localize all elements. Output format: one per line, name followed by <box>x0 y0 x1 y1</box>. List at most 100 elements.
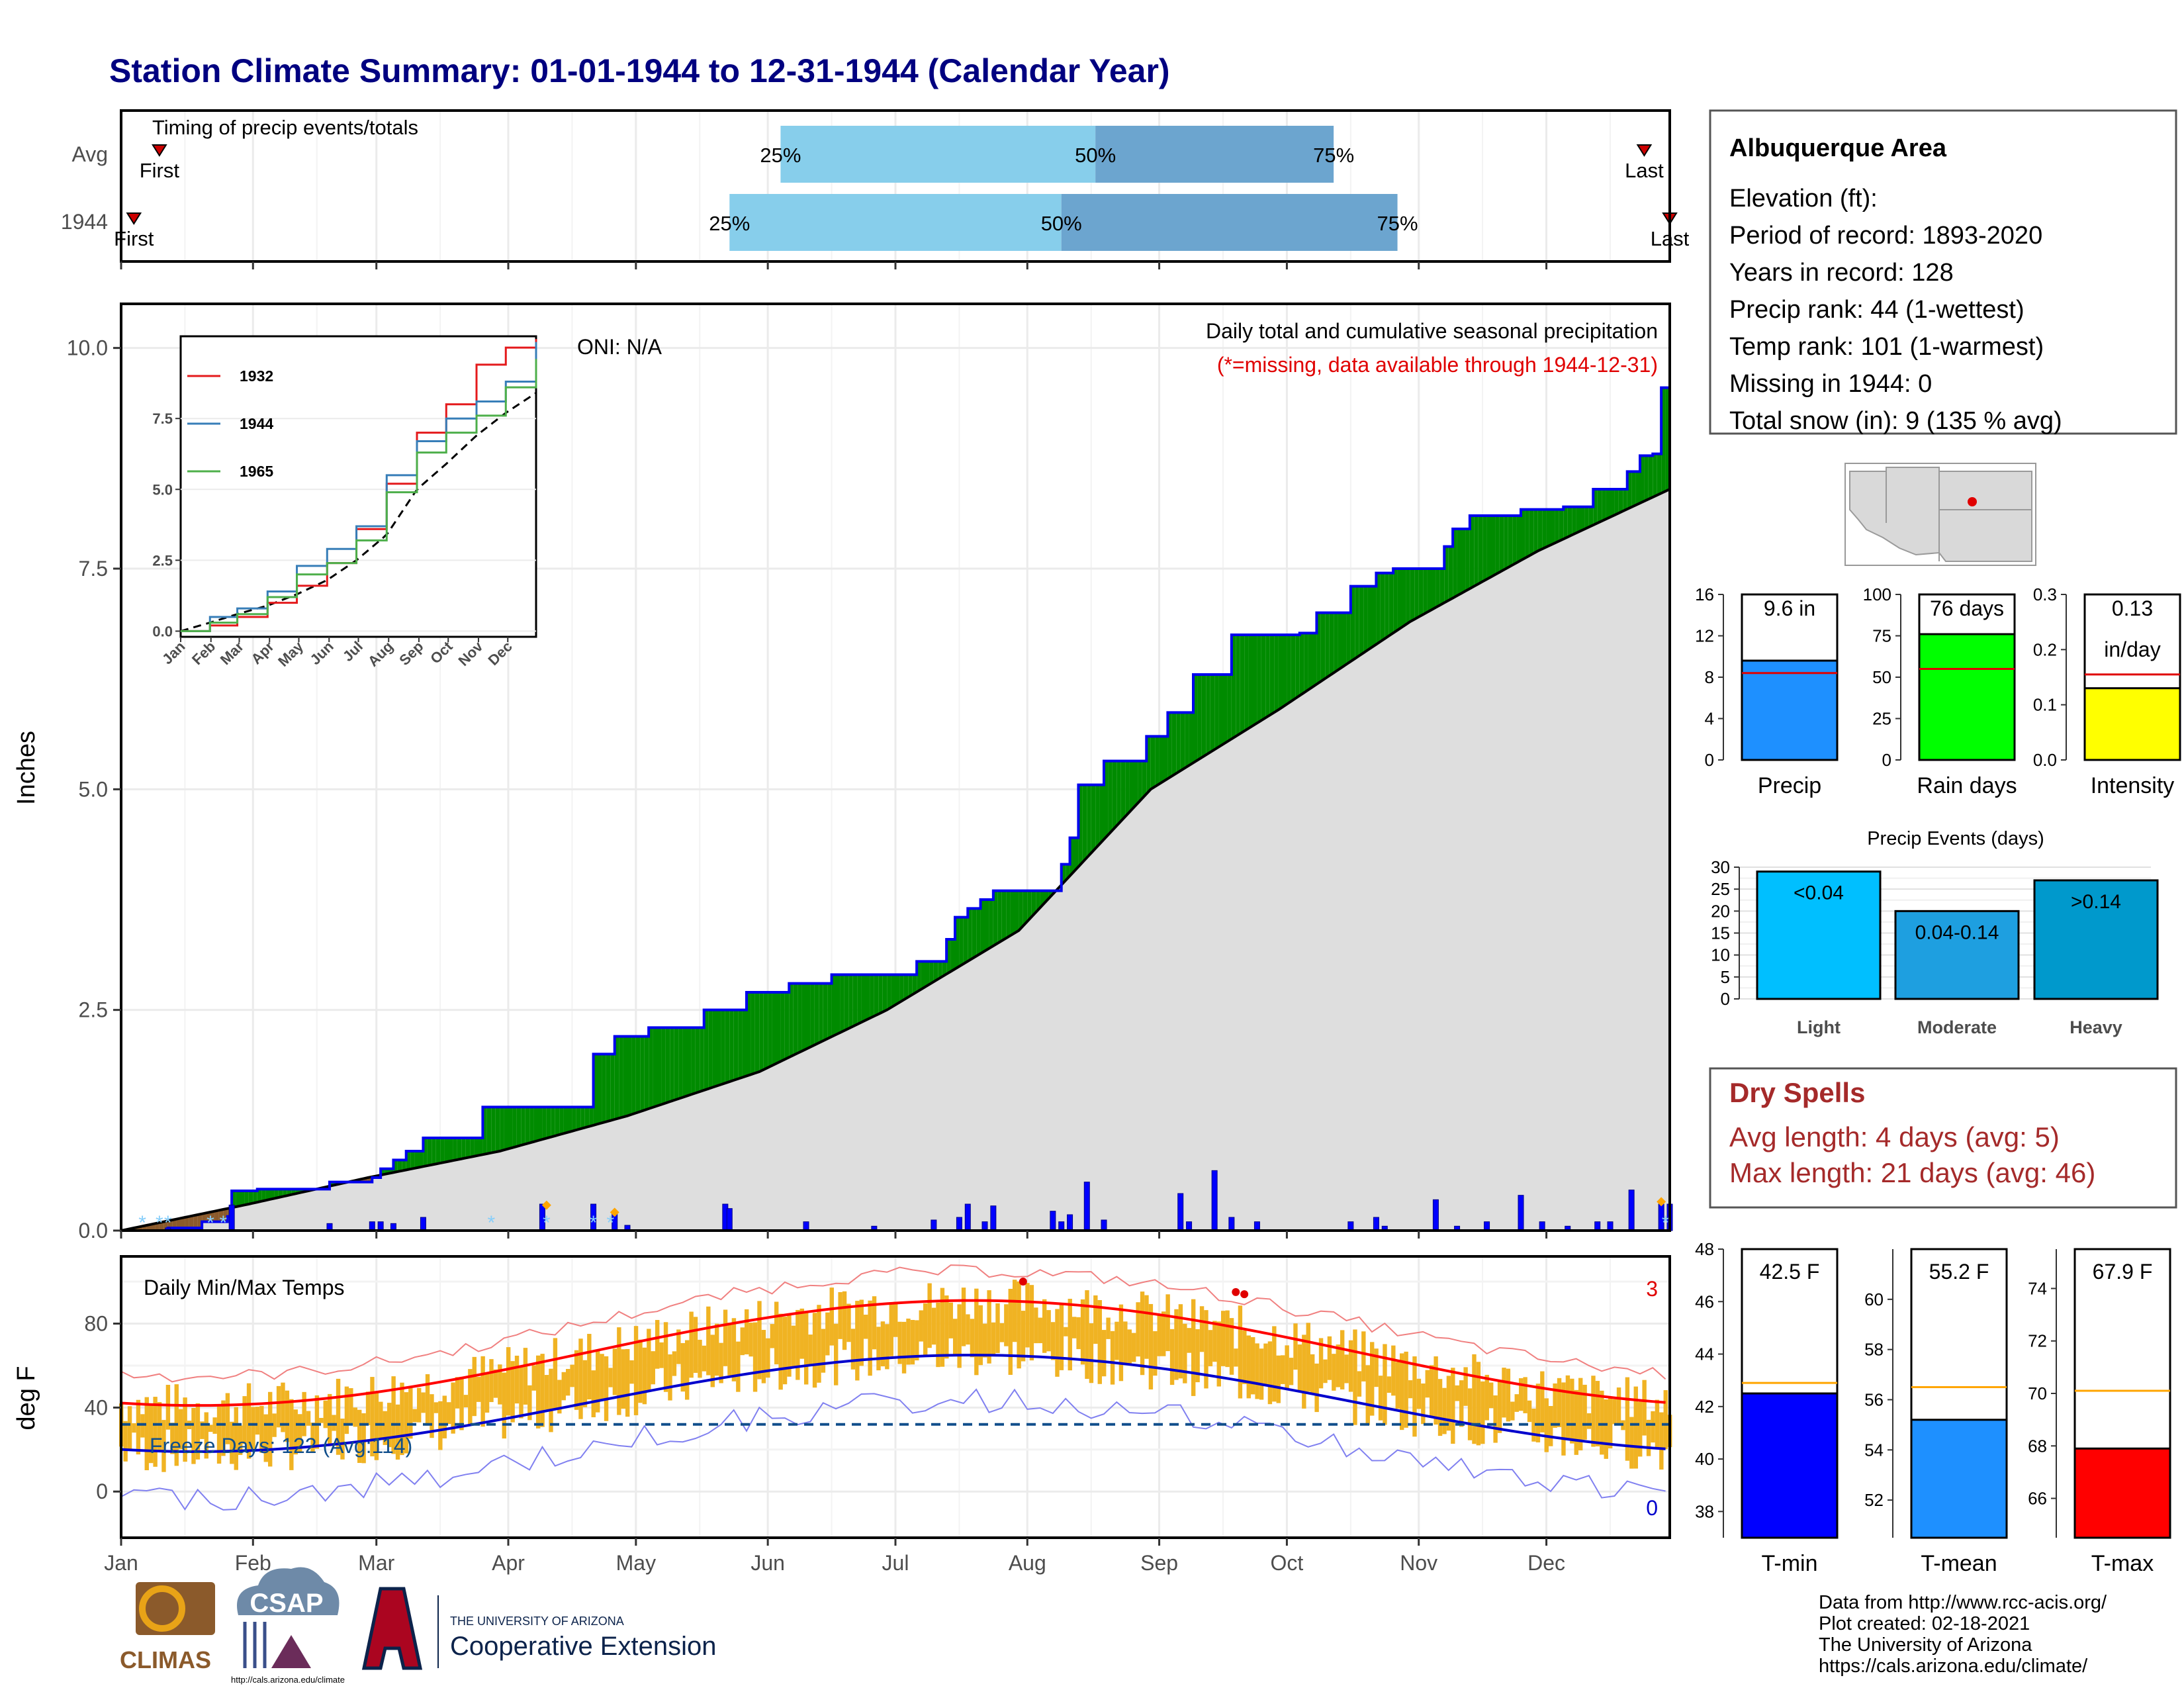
month-tick-label: May <box>616 1551 656 1575</box>
daily-temp-bar <box>1638 1401 1643 1457</box>
month-tick-label: Mar <box>358 1551 394 1575</box>
temp-bar-y-tick-label: 40 <box>1695 1449 1714 1469</box>
above-average-fill <box>1308 633 1312 690</box>
above-average-fill <box>878 974 883 1014</box>
above-average-fill <box>1223 675 1228 745</box>
mini-bar-chart: 0.0 0.1 0.2 0.3 0.13 in/day Intensity <box>2033 585 2181 798</box>
above-average-fill <box>1214 675 1219 750</box>
above-average-fill <box>772 992 776 1066</box>
daily-temp-bar <box>1553 1383 1557 1428</box>
daily-temp-bar <box>1484 1374 1489 1421</box>
above-average-fill <box>814 983 819 1045</box>
daily-temp-bar <box>1276 1355 1281 1403</box>
below-average-fill <box>185 1217 189 1228</box>
daily-temp-bar <box>991 1322 996 1356</box>
temp-bar-value <box>1741 1392 1839 1539</box>
daily-temp-bar <box>855 1301 860 1381</box>
temp-bar-y-tick-label: 70 <box>2028 1383 2047 1403</box>
daily-temp-bar <box>651 1351 655 1385</box>
daily-precip-bar <box>1373 1217 1379 1231</box>
daily-temp-bar <box>493 1369 498 1398</box>
daily-temp-bar <box>1246 1335 1251 1399</box>
above-average-fill <box>1299 633 1304 696</box>
above-average-fill <box>1171 712 1177 776</box>
daily-temp-bar <box>1025 1283 1030 1348</box>
daily-temp-bar <box>1289 1358 1294 1385</box>
daily-temp-bar <box>633 1326 639 1415</box>
daily-temp-bar <box>361 1413 366 1464</box>
above-average-fill <box>253 1191 257 1203</box>
below-average-fill <box>206 1213 210 1222</box>
average-min-line <box>120 1354 1666 1453</box>
above-average-fill <box>1295 635 1300 699</box>
daily-temp-bar <box>944 1295 949 1359</box>
above-average-fill <box>717 1009 721 1086</box>
daily-temp-bar <box>1625 1377 1630 1461</box>
daily-temp-bar <box>1144 1295 1149 1359</box>
above-average-fill <box>1372 586 1377 647</box>
above-average-fill <box>1418 569 1424 617</box>
month-axis: Jan Feb Mar Apr May Jun Jul Aug Sep Oct Nov Dec <box>104 261 1565 1575</box>
daily-temp-bar <box>1361 1331 1366 1382</box>
daily-temp-bar <box>447 1402 451 1425</box>
above-average-fill <box>1653 453 1657 498</box>
events-y-tick-label: 0 <box>1721 989 1730 1009</box>
daily-temp-bar <box>1102 1330 1107 1377</box>
above-average-fill <box>912 974 917 995</box>
above-average-fill <box>933 961 938 982</box>
mini-bar-label: Rain days <box>1917 773 2017 798</box>
daily-temp-bar <box>1655 1399 1660 1449</box>
daily-temp-bar <box>1578 1378 1583 1451</box>
daily-temp-bar <box>514 1355 520 1404</box>
daily-temp-bar <box>655 1320 660 1369</box>
daily-temp-bar <box>549 1368 553 1432</box>
daily-temp-bar <box>868 1300 872 1376</box>
mini-bar-y-tick-label: 0.3 <box>2033 585 2057 604</box>
above-average-fill <box>789 983 794 1058</box>
daily-temp-bar <box>897 1321 902 1364</box>
daily-temp-bar <box>404 1392 409 1454</box>
daily-temp-bar <box>910 1320 915 1365</box>
daily-temp-bar <box>1527 1400 1532 1423</box>
y-tick-label: 0 <box>96 1479 108 1503</box>
csap-logo-text: CSAP <box>250 1589 323 1618</box>
above-average-fill <box>1508 516 1513 568</box>
daily-temp-bar <box>578 1338 583 1419</box>
above-average-fill <box>844 974 849 1031</box>
csap-rain-icon <box>243 1622 267 1668</box>
above-average-fill <box>908 974 913 998</box>
daily-temp-bar <box>1221 1311 1226 1366</box>
daily-temp-bar <box>1034 1307 1038 1344</box>
above-average-fill <box>1648 455 1653 500</box>
above-average-fill <box>1435 569 1440 608</box>
above-average-fill <box>708 1009 713 1089</box>
daily-temp-bar <box>1497 1380 1502 1433</box>
above-average-fill <box>602 1054 606 1123</box>
daily-temp-bar <box>1127 1329 1132 1365</box>
daily-temp-bar <box>1489 1382 1494 1409</box>
precip-subtitle: Daily total and cumulative seasonal prec… <box>1206 319 1658 343</box>
daily-temp-bar <box>553 1338 558 1409</box>
daily-temp-bar <box>1506 1368 1511 1422</box>
below-average-fill <box>218 1210 224 1222</box>
above-average-fill <box>747 992 751 1076</box>
daily-temp-bar <box>791 1325 796 1366</box>
daily-precip-bar <box>726 1208 733 1231</box>
daily-temp-bar <box>365 1391 371 1426</box>
daily-temp-bar <box>927 1283 932 1348</box>
above-average-fill <box>670 1027 674 1102</box>
daily-temp-bar <box>1059 1303 1064 1370</box>
daily-temp-bar <box>289 1399 294 1470</box>
first-precip-marker <box>126 212 142 225</box>
daily-temp-bar <box>749 1323 753 1357</box>
mini-bar-y-tick-label: 16 <box>1695 585 1714 604</box>
above-average-fill <box>1363 586 1368 653</box>
daily-temp-bar <box>1430 1365 1434 1417</box>
above-average-fill <box>1499 516 1504 573</box>
daily-temp-bar <box>340 1418 345 1460</box>
above-average-fill <box>274 1189 279 1199</box>
daily-temp-bar <box>1544 1398 1549 1452</box>
mini-bar-value-label: 76 days <box>1930 596 2004 620</box>
daily-temp-bar <box>706 1306 711 1376</box>
